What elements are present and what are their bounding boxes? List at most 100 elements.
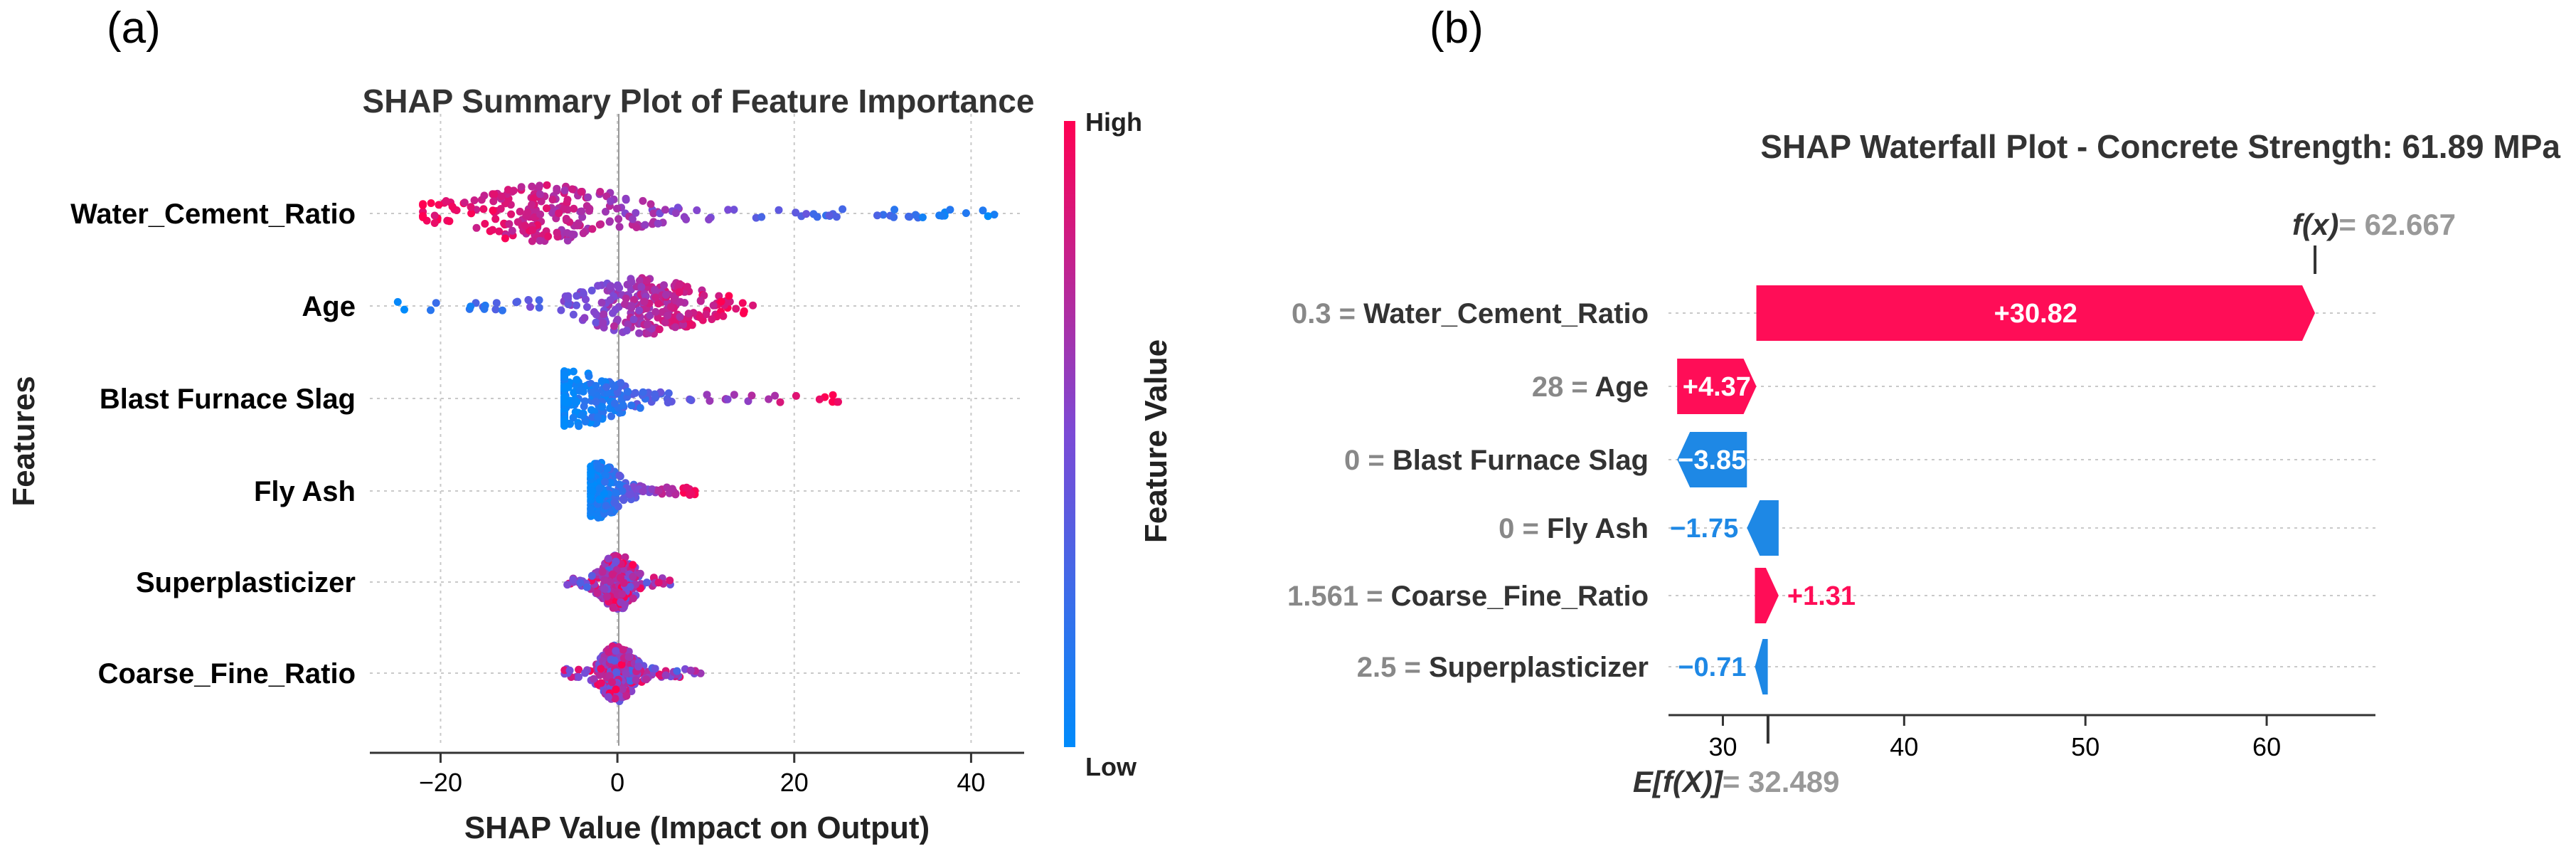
- shap-point: [680, 213, 688, 221]
- shap-point: [626, 583, 634, 591]
- shap-point: [639, 196, 647, 205]
- beeswarm-x-ticks: −20 0 20 40: [419, 753, 985, 797]
- shap-point: [553, 186, 561, 195]
- shap-point: [615, 223, 624, 231]
- shap-point: [585, 204, 594, 213]
- shap-point: [563, 196, 572, 204]
- shap-point: [635, 306, 644, 315]
- shap-point: [649, 209, 658, 218]
- shap-point: [684, 310, 693, 318]
- shap-point: [587, 406, 595, 414]
- shap-point: [480, 191, 489, 200]
- feature-value: 0 =: [1499, 513, 1547, 544]
- base-value-symbol: E[f(X)]: [1633, 765, 1724, 798]
- shap-point: [618, 685, 627, 693]
- waterfall-x-tick-label: 60: [2252, 732, 2281, 761]
- shap-point: [646, 311, 654, 319]
- shap-point: [599, 319, 607, 327]
- shap-point: [573, 301, 580, 310]
- waterfall-bar: [1677, 432, 1747, 487]
- feature-name: Water_Cement_Ratio: [1363, 298, 1649, 329]
- shap-point: [643, 578, 651, 587]
- shap-point: [575, 673, 583, 681]
- shap-point: [430, 211, 439, 220]
- shap-point: [570, 396, 579, 405]
- shap-point: [543, 204, 550, 213]
- waterfall-feature-label: 28 = Age: [1532, 371, 1649, 403]
- shap-point: [627, 401, 636, 410]
- shap-point: [603, 464, 612, 472]
- base-value-number: = 32.489: [1723, 765, 1840, 798]
- feature-label: Blast Furnace Slag: [100, 384, 356, 415]
- shap-point: [706, 396, 714, 405]
- shap-point: [618, 487, 627, 495]
- shap-point: [528, 182, 536, 191]
- shap-point: [771, 391, 779, 400]
- shap-point: [813, 213, 821, 221]
- shap-point: [629, 295, 638, 304]
- shap-point: [610, 499, 619, 507]
- shap-point: [595, 671, 604, 680]
- shap-point: [666, 576, 674, 585]
- shap-point: [610, 656, 619, 665]
- shap-point: [523, 208, 532, 216]
- shap-point: [747, 391, 756, 400]
- shap-point: [609, 309, 617, 317]
- shap-point: [635, 329, 644, 337]
- shap-point: [600, 310, 608, 319]
- shap-point: [587, 388, 596, 396]
- shap-point: [602, 502, 610, 510]
- panel-a-label: (a): [107, 4, 161, 53]
- shap-point: [622, 670, 630, 678]
- shap-point: [575, 386, 584, 395]
- shap-point: [618, 590, 627, 598]
- shap-point: [873, 211, 881, 220]
- shap-point: [654, 219, 662, 228]
- waterfall-feature-label: 1.561 = Coarse_Fine_Ratio: [1287, 581, 1649, 612]
- shap-point: [757, 213, 766, 221]
- shap-point: [614, 215, 623, 223]
- shap-point: [829, 391, 837, 399]
- shap-point: [629, 315, 638, 324]
- shap-point: [481, 220, 489, 228]
- waterfall-bar-label: −3.85: [1678, 445, 1746, 475]
- shap-point: [445, 217, 454, 226]
- shap-point: [708, 315, 716, 324]
- shap-point: [489, 226, 497, 234]
- shap-point: [600, 490, 608, 498]
- feature-value: 2.5 =: [1357, 652, 1429, 683]
- shap-point: [682, 483, 691, 492]
- feature-value: 0 =: [1344, 445, 1393, 476]
- shap-point: [610, 382, 619, 391]
- shap-point: [560, 384, 568, 393]
- shap-point: [621, 300, 629, 308]
- shap-point: [792, 208, 800, 217]
- shap-point: [615, 471, 624, 480]
- shap-point: [568, 230, 576, 238]
- shap-point: [624, 320, 632, 329]
- shap-point: [629, 573, 637, 581]
- shap-point: [632, 676, 640, 685]
- shap-point: [569, 310, 578, 319]
- shap-point: [509, 186, 518, 195]
- shap-point: [605, 672, 614, 680]
- shap-point: [732, 305, 740, 313]
- shap-point: [740, 309, 747, 317]
- shap-point: [703, 391, 711, 399]
- shap-point: [568, 185, 577, 194]
- colorbar-low-label: Low: [1085, 752, 1137, 781]
- shap-point: [642, 675, 651, 684]
- shap-point: [569, 413, 578, 422]
- shap-point: [624, 648, 633, 656]
- shap-point: [990, 211, 999, 219]
- shap-point: [632, 208, 640, 217]
- shap-point: [626, 490, 634, 499]
- feature-name: Fly Ash: [1547, 513, 1649, 544]
- shap-point: [593, 588, 602, 597]
- shap-point: [622, 692, 631, 700]
- shap-point: [597, 220, 605, 228]
- shap-point: [890, 206, 899, 214]
- shap-point: [595, 495, 604, 504]
- shap-point: [834, 398, 842, 406]
- shap-point: [617, 598, 625, 606]
